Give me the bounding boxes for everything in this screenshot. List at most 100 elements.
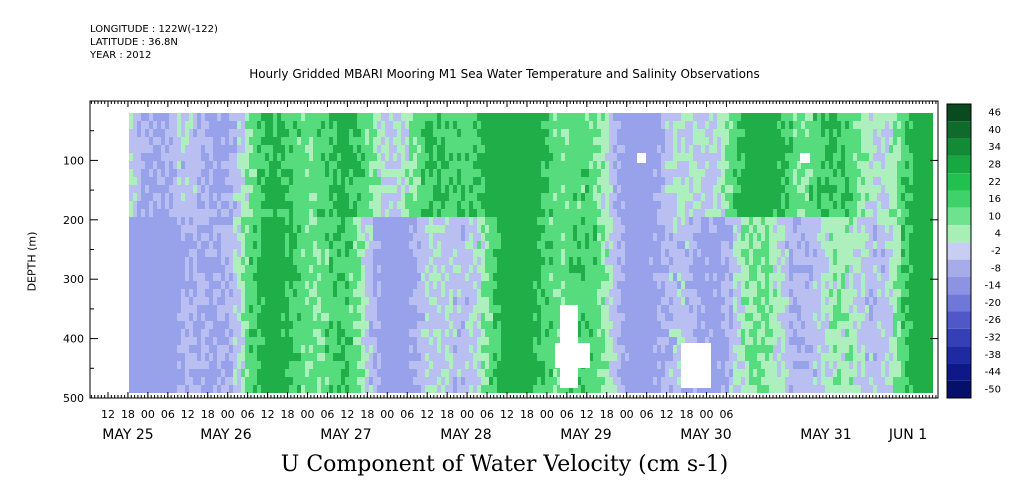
heatmap-cell — [253, 257, 257, 265]
heatmap-cell — [249, 297, 253, 305]
heatmap-cell — [613, 257, 617, 265]
heatmap-cell — [445, 113, 449, 121]
heatmap-cell — [201, 161, 205, 169]
heatmap-cell — [325, 121, 329, 129]
heatmap-cell — [629, 185, 633, 193]
heatmap-cell — [389, 177, 393, 185]
heatmap-cell — [257, 201, 261, 209]
heatmap-cell — [369, 177, 373, 185]
heatmap-cell — [521, 361, 525, 369]
heatmap-cell — [497, 233, 501, 241]
heatmap-cell — [221, 113, 225, 121]
heatmap-cell — [481, 273, 485, 281]
heatmap-cell — [257, 169, 261, 177]
heatmap-cell — [261, 337, 265, 345]
heatmap-cell — [369, 121, 373, 129]
heatmap-cell — [241, 129, 245, 137]
heatmap-cell — [305, 313, 309, 321]
heatmap-cell — [317, 209, 321, 217]
heatmap-cell — [513, 297, 517, 305]
heatmap-cell — [445, 337, 449, 345]
heatmap-cell — [413, 201, 417, 209]
heatmap-cell — [233, 137, 237, 145]
heatmap-cell — [289, 257, 293, 265]
heatmap-cell — [241, 153, 245, 161]
heatmap-cell — [657, 217, 661, 225]
heatmap-cell — [409, 257, 413, 265]
heatmap-cell — [445, 321, 449, 329]
heatmap-cell — [673, 337, 677, 345]
heatmap-cell — [213, 353, 217, 361]
heatmap-cell — [141, 161, 145, 169]
heatmap-cell — [473, 145, 477, 153]
heatmap-cell — [325, 329, 329, 337]
heatmap-cell — [429, 137, 433, 145]
heatmap-cell — [493, 265, 497, 273]
heatmap-cell — [177, 241, 181, 249]
heatmap-cell — [285, 241, 289, 249]
heatmap-cell — [589, 233, 593, 241]
heatmap-cell — [433, 121, 437, 129]
heatmap-cell — [153, 161, 157, 169]
heatmap-cell — [185, 297, 189, 305]
heatmap-cell — [201, 193, 205, 201]
heatmap-cell — [677, 193, 681, 201]
heatmap-cell — [181, 281, 185, 289]
heatmap-cell — [145, 281, 149, 289]
heatmap-cell — [185, 169, 189, 177]
heatmap-cell — [565, 201, 569, 209]
heatmap-cell — [693, 121, 697, 129]
heatmap-cell — [281, 305, 285, 313]
heatmap-cell — [269, 289, 273, 297]
heatmap-cell — [321, 385, 325, 393]
heatmap-cell — [173, 161, 177, 169]
heatmap-cell — [593, 129, 597, 137]
heatmap-cell — [573, 129, 577, 137]
heatmap-cell — [365, 201, 369, 209]
heatmap-cell — [597, 337, 601, 345]
heatmap-cell — [565, 241, 569, 249]
heatmap-cell — [269, 113, 273, 121]
heatmap-cell — [229, 329, 233, 337]
heatmap-cell — [309, 193, 313, 201]
heatmap-cell — [173, 249, 177, 257]
heatmap-cell — [377, 273, 381, 281]
heatmap-cell — [609, 353, 613, 361]
heatmap-cell — [637, 249, 641, 257]
heatmap-cell — [301, 129, 305, 137]
heatmap-cell — [213, 313, 217, 321]
heatmap-cell — [441, 169, 445, 177]
heatmap-cell — [169, 297, 173, 305]
heatmap-cell — [453, 225, 457, 233]
heatmap-cell — [229, 177, 233, 185]
heatmap-cell — [401, 241, 405, 249]
heatmap-cell — [269, 225, 273, 233]
heatmap-cell — [297, 145, 301, 153]
heatmap-cell — [501, 201, 505, 209]
heatmap-cell — [577, 185, 581, 193]
heatmap-cell — [345, 257, 349, 265]
heatmap-cell — [369, 257, 373, 265]
heatmap-cell — [397, 209, 401, 217]
heatmap-cell — [197, 209, 201, 217]
heatmap-cell — [489, 225, 493, 233]
heatmap-cell — [361, 233, 365, 241]
heatmap-cell — [545, 201, 549, 209]
heatmap-cell — [233, 369, 237, 377]
heatmap-cell — [505, 193, 509, 201]
heatmap-cell — [669, 241, 673, 249]
heatmap-cell — [469, 161, 473, 169]
heatmap-cell — [273, 361, 277, 369]
heatmap-cell — [385, 273, 389, 281]
heatmap-cell — [633, 377, 637, 385]
heatmap-cell — [133, 177, 137, 185]
heatmap-cell — [541, 177, 545, 185]
heatmap-cell — [325, 281, 329, 289]
heatmap-cell — [529, 193, 533, 201]
heatmap-cell — [673, 201, 677, 209]
heatmap-cell — [349, 209, 353, 217]
heatmap-cell — [517, 257, 521, 265]
heatmap-cell — [429, 337, 433, 345]
heatmap-cell — [225, 201, 229, 209]
heatmap-cell — [229, 353, 233, 361]
